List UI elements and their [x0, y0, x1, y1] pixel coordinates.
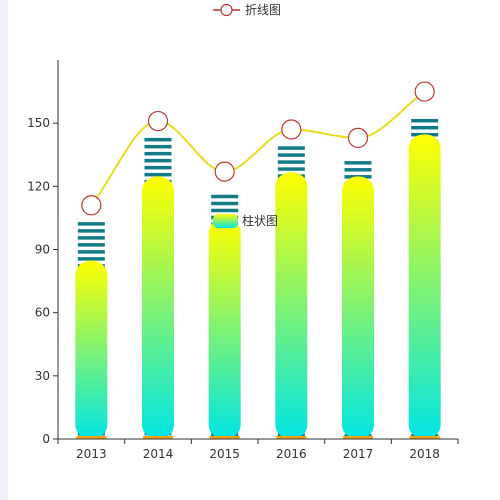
stripe-segment: [144, 158, 172, 163]
y-tick-label: 90: [35, 243, 50, 257]
bar-base-2015: [209, 436, 240, 439]
smooth-line-series: [90, 90, 426, 206]
legend-bar-label: 柱状图: [242, 213, 278, 228]
stripe-segment: [144, 172, 172, 177]
bar-2018: [408, 134, 441, 439]
bar-2014: [142, 176, 174, 440]
bar-base-2016: [276, 436, 307, 439]
bar-bases: [76, 436, 440, 439]
line-point-2018: [414, 81, 435, 102]
stripe-bars: [77, 118, 439, 438]
line-point-2016: [281, 119, 302, 140]
bar-2015: [208, 218, 241, 439]
y-tick-label: 150: [27, 116, 50, 130]
stripe-segment: [344, 168, 372, 172]
y-tick-label: 60: [35, 306, 50, 320]
stripe-segment: [344, 161, 372, 165]
line-point-2015: [214, 161, 235, 182]
stripe-segment: [277, 146, 305, 150]
stripe-segment: [277, 167, 305, 171]
line-point-2014: [147, 110, 169, 132]
y-tick-label: 120: [27, 179, 50, 193]
stripe-segment: [277, 160, 305, 164]
stripe-segment: [411, 118, 439, 123]
stripe-segment: [77, 236, 105, 240]
stripe-segment: [211, 208, 239, 213]
x-tick-label: 2014: [143, 447, 174, 461]
bar-2016: [275, 172, 308, 439]
stripe-segment: [77, 250, 105, 254]
gradient-bars: [75, 134, 441, 440]
x-tick-label: 2016: [276, 447, 307, 461]
x-tick-label: 2013: [76, 447, 107, 461]
bar-base-2014: [143, 436, 173, 439]
line-point-2013: [81, 195, 102, 216]
stripe-segment: [144, 144, 172, 149]
stripe-segment: [77, 243, 105, 247]
stripe-segment: [77, 257, 105, 261]
x-tick-label: 2015: [209, 447, 240, 461]
stripe-segment: [77, 229, 105, 233]
stripe-segment: [411, 125, 439, 130]
line-path: [90, 90, 426, 206]
stripe-segment: [144, 151, 172, 156]
stripe-segment: [211, 194, 239, 199]
stripe-segment: [211, 201, 239, 206]
line-markers: [81, 81, 435, 216]
stripe-segment: [144, 137, 172, 142]
legend-line-marker: [220, 3, 233, 17]
bar-2013: [75, 260, 108, 439]
stripe-segment: [277, 153, 305, 157]
stripe-segment: [144, 165, 172, 170]
x-tick-label: 2017: [343, 447, 374, 461]
bar-base-2018: [409, 436, 440, 439]
stripe-segment: [77, 222, 105, 226]
y-tick-label: 0: [42, 432, 50, 446]
axes: 0 30 60 90 120 150 2013 2014 2015 2016 2017 2018: [27, 60, 459, 461]
bar-base-2017: [343, 436, 373, 439]
x-tick-label: 2018: [409, 447, 440, 461]
bar-2017: [342, 176, 374, 440]
legend-bar-swatch: [213, 214, 238, 228]
legend-line-label: 折线图: [245, 2, 281, 17]
y-tick-label: 30: [35, 369, 50, 383]
legend-line[interactable]: 折线图: [213, 2, 281, 17]
line-point-2017: [347, 127, 369, 149]
bar-base-2013: [76, 436, 107, 439]
legend-bar[interactable]: 柱状图: [213, 213, 278, 228]
left-edge-strip: [0, 0, 8, 500]
